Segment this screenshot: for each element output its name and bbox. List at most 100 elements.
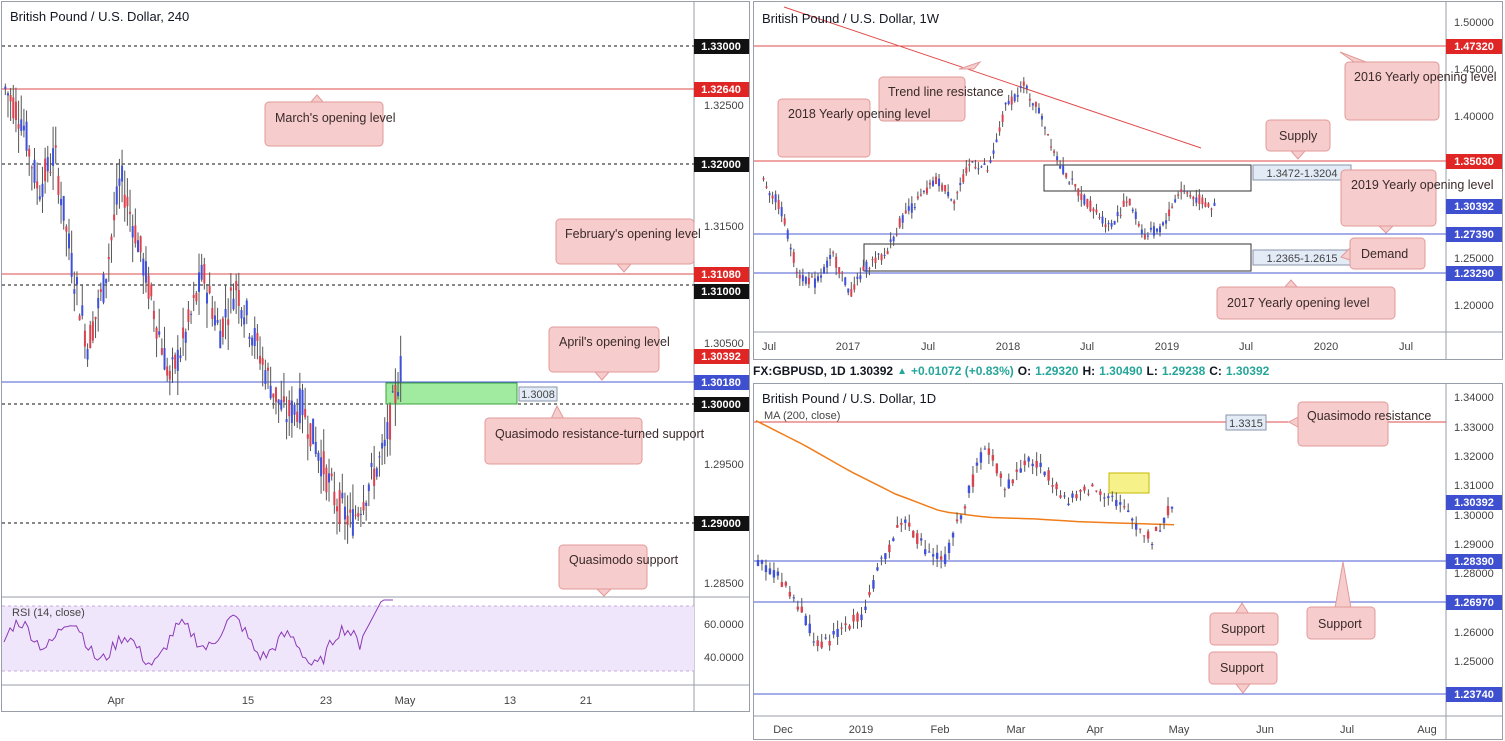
candle-1d [955, 519, 959, 522]
candle-1d [872, 580, 875, 589]
candle-1w [820, 275, 823, 278]
chart-4h-panel[interactable]: 1.3008 British Pound / U.S. Dollar, 240 … [1, 1, 750, 712]
ytick: 1.32500 [704, 100, 744, 112]
open-label: O: [1017, 364, 1032, 378]
candle-1w [1149, 227, 1152, 230]
candle-1w [847, 288, 850, 293]
price-tag: 1.26970 [1446, 595, 1502, 610]
candle-1w [892, 236, 895, 242]
candle-4h [126, 196, 129, 207]
candle-4h [365, 502, 368, 506]
candle-1d [971, 474, 975, 487]
callout-support-1: Support [1209, 602, 1279, 646]
candle-4h [333, 491, 336, 506]
xtick: Aug [1417, 724, 1437, 736]
supply-zone [1043, 164, 1252, 192]
candle-1w [1062, 164, 1065, 175]
candle-1d [1043, 471, 1046, 476]
candle-1w [1043, 127, 1046, 129]
candle-4h [195, 293, 198, 302]
candle-4h [272, 393, 275, 398]
xtick: 23 [320, 695, 332, 707]
candle-1w [1025, 85, 1028, 89]
candle-1d [780, 582, 784, 587]
svg-text:2018 Yearly opening level: 2018 Yearly opening level [788, 107, 930, 121]
candle-1w [862, 266, 865, 271]
candle-1w [968, 164, 971, 166]
price-tag: 1.47320 [1446, 39, 1502, 54]
candle-4h [285, 419, 288, 423]
chart-1w-panel[interactable]: 1.3472-1.3204 1.2365-1.2615 British Poun… [753, 1, 1503, 360]
candle-4h [343, 506, 346, 520]
candle-1d [1023, 460, 1026, 466]
candle-4h [62, 196, 65, 221]
candle-1w [1107, 223, 1110, 225]
candle-1w [838, 267, 841, 274]
candle-1d [864, 606, 867, 610]
chart-4h-svg: 1.3008 British Pound / U.S. Dollar, 240 … [2, 2, 749, 711]
svg-text:2016 Yearly opening level: 2016 Yearly opening level [1354, 70, 1496, 84]
candle-1w [962, 174, 965, 183]
candle-1d [1039, 462, 1042, 467]
candle-1w [1195, 197, 1198, 203]
xtick: Jul [921, 341, 935, 353]
trend-line [783, 6, 1202, 149]
svg-text:1.31080: 1.31080 [701, 269, 741, 281]
svg-text:1.35030: 1.35030 [1454, 156, 1494, 168]
candle-1w [762, 178, 765, 180]
candle-1d [776, 571, 780, 576]
rsi-ytick: 60.0000 [704, 619, 744, 631]
xtick: Jun [1256, 724, 1274, 736]
candle-1w [989, 160, 992, 163]
candle-4h [179, 355, 182, 359]
ma-legend: MA (200, close) [764, 410, 840, 422]
chart-1d-panel[interactable]: 1.3315 British Pound / U.S. Dollar, 1D M… [753, 383, 1503, 740]
candle-4h [320, 457, 323, 477]
candle-1w [1080, 193, 1083, 200]
candle-4h [386, 422, 389, 440]
candle-1w [1050, 146, 1053, 148]
candle-1w [874, 257, 877, 264]
candle-1w [807, 277, 810, 285]
candle-1d [904, 519, 907, 523]
candle-1w [1037, 107, 1040, 114]
candle-1w [865, 261, 868, 272]
candle-4h [325, 467, 328, 493]
candle-4h [105, 279, 108, 284]
candle-1w [1095, 209, 1098, 213]
candle-1d [880, 557, 883, 559]
candle-1d [804, 615, 807, 626]
callout-qm-support: Quasimodo support [558, 544, 679, 597]
candle-1w [859, 275, 862, 280]
candle-1d [1015, 469, 1018, 472]
svg-text:1.32640: 1.32640 [701, 84, 741, 96]
svg-text:1.29000: 1.29000 [701, 518, 741, 530]
candle-1d [1146, 531, 1150, 539]
high-label: H: [1082, 364, 1096, 378]
candle-4h [192, 295, 195, 298]
candle-1w [944, 185, 947, 192]
candle-4h [121, 165, 124, 182]
candle-4h [280, 399, 283, 410]
candle-1w [1171, 206, 1174, 208]
candle-1d [1134, 523, 1138, 530]
candle-1d [1079, 490, 1082, 492]
xtick: Dec [773, 724, 793, 736]
candle-1w [826, 260, 829, 268]
price-tag: 1.30392 [1446, 495, 1502, 510]
callout-2019-yearly: 2019 Yearly opening level [1340, 169, 1493, 234]
last-price: 1.30392 [849, 364, 894, 378]
xtick: May [395, 695, 416, 707]
candle-1d [772, 570, 776, 578]
candle-4h [328, 473, 331, 483]
candle-1d [1107, 496, 1110, 499]
candle-4h [370, 462, 373, 468]
candle-1w [1086, 198, 1089, 208]
candle-1d [1051, 485, 1054, 487]
price-tag: 1.31000 [694, 284, 749, 299]
candles-1w [762, 77, 1216, 297]
xtick: 2018 [996, 341, 1020, 353]
callout-demand: Demand [1340, 237, 1426, 270]
candle-1w [801, 275, 804, 282]
candle-4h [44, 158, 47, 182]
